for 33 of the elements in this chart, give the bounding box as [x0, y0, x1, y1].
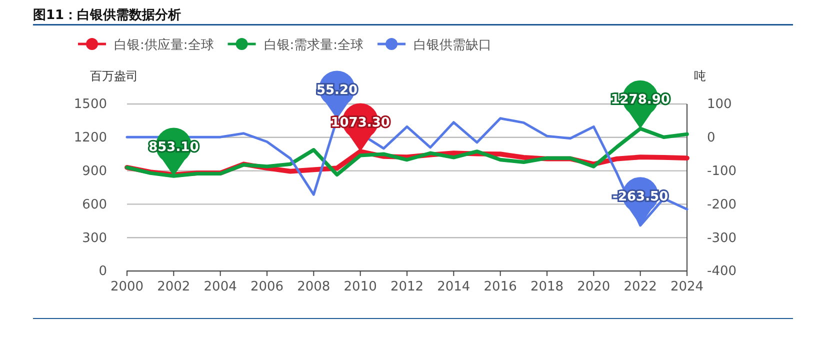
y-tick-label: 900 — [82, 164, 107, 179]
x-tick-label: 2002 — [157, 280, 190, 295]
x-tick-label: 2012 — [390, 280, 424, 295]
x-tick-label: 2016 — [484, 280, 517, 295]
x-tick-label: 2006 — [250, 280, 284, 295]
line-series — [125, 126, 689, 178]
x-tick-label: 2000 — [110, 280, 144, 295]
y-tick-label: 1200 — [74, 130, 107, 146]
y-tick-label: 600 — [82, 197, 107, 212]
legend-label: 白银:供应量:全球 — [114, 37, 214, 53]
line-series — [126, 117, 688, 227]
x-tick-label: 2018 — [530, 280, 564, 295]
y-axis-title: 百万盎司 — [90, 69, 138, 83]
y-tick-label: 0 — [98, 264, 107, 280]
y2-tick-label: 0 — [707, 130, 716, 146]
y2-tick-label: -400 — [707, 264, 737, 280]
y-tick-label: 300 — [82, 230, 107, 246]
y2-tick-label: -300 — [707, 230, 737, 246]
x-tick-label: 2024 — [670, 280, 704, 295]
x-tick-label: 2010 — [344, 280, 377, 295]
y-tick-label: 1500 — [74, 97, 107, 112]
chart-title: 图11：白银供需数据分析 — [33, 8, 182, 23]
y2-tick-label: 100 — [707, 97, 732, 112]
y2-tick-label: -200 — [707, 197, 737, 212]
x-tick-label: 2004 — [204, 280, 237, 295]
x-tick-label: 2020 — [577, 280, 610, 295]
legend-label: 白银:需求量:全球 — [264, 38, 364, 53]
y2-tick-label: -100 — [707, 164, 737, 179]
x-tick-label: 2008 — [297, 280, 330, 295]
y2-axis-title: 吨 — [694, 69, 706, 83]
x-tick-label: 2022 — [624, 280, 657, 295]
legend-label: 白银供需缺口 — [414, 38, 492, 53]
x-tick-label: 2014 — [437, 280, 470, 295]
